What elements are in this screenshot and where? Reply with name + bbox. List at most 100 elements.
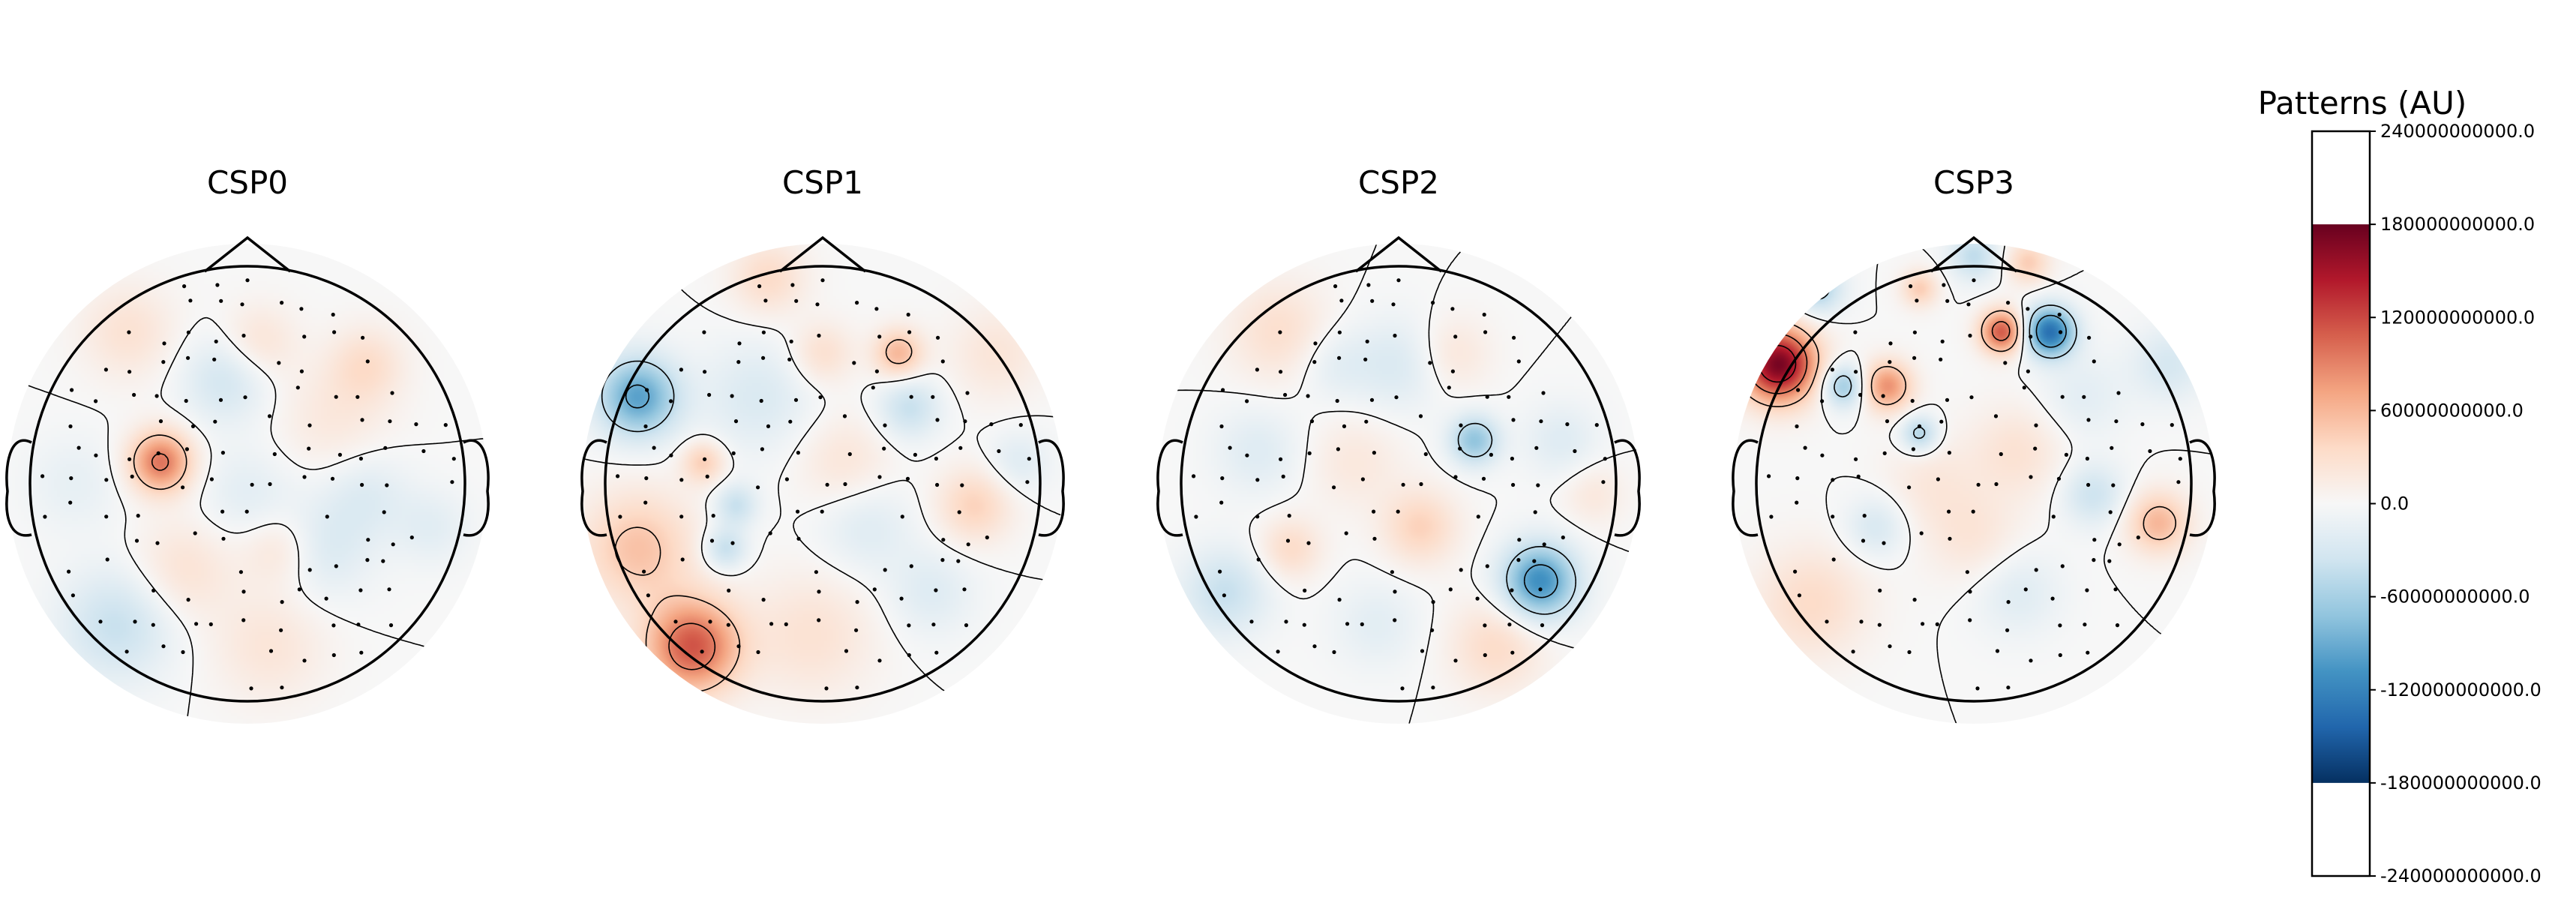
sensor-dot: [652, 446, 656, 450]
sensor-dot: [2086, 418, 2091, 422]
sensor-dot: [1917, 424, 1922, 429]
topomap-title: CSP1: [782, 164, 863, 201]
sensor-dot: [2086, 650, 2090, 655]
sensor-dot: [1561, 536, 1565, 540]
sensor-dot: [1516, 558, 1521, 562]
contour-level: [1159, 244, 1639, 724]
sensor-dots: [1767, 278, 2182, 691]
sensor-dot: [1485, 564, 1489, 568]
sensor-dot: [1394, 395, 1399, 400]
sensor-dot: [703, 370, 707, 374]
sensor-dot: [962, 587, 967, 592]
sensor-dot: [1287, 514, 1291, 518]
sensor-dot: [2003, 361, 2008, 365]
sensor-dot: [877, 658, 882, 663]
topomap-csp3: CSP3: [1732, 164, 2216, 724]
sensor-dot: [238, 570, 243, 574]
sensor-dot: [2170, 423, 2174, 428]
head-outline: [580, 236, 1065, 703]
sensor-dot: [2029, 334, 2033, 339]
sensor-dot: [1401, 482, 1405, 487]
sensor-dot: [133, 620, 137, 624]
sensor-dot: [1453, 334, 1458, 339]
sensor-dot: [1219, 500, 1224, 505]
sensor-dot: [766, 424, 771, 429]
contour-level: [1523, 564, 1558, 598]
sensor-dot: [1912, 598, 1917, 602]
sensor-dot: [877, 334, 882, 339]
sensor-dot: [162, 341, 166, 346]
sensor-dot: [1418, 414, 1423, 418]
head-outline: [1732, 236, 2216, 703]
sensor-dot: [1339, 298, 1344, 303]
sensor-dot: [855, 301, 859, 305]
sensor-dot: [1393, 618, 1397, 622]
sensor-dot: [673, 620, 678, 624]
contour-level: [2035, 314, 2067, 348]
sensor-dot: [1940, 339, 1945, 344]
nose-icon: [1930, 236, 2018, 273]
colorbar-ticks: 240000000000.0 180000000000.0 120000000000…: [2370, 121, 2542, 886]
sensor-dot: [1538, 587, 1543, 592]
sensor-dot: [387, 587, 391, 592]
sensor-dot: [182, 284, 187, 289]
sensor-dot: [390, 391, 394, 395]
sensor-dot: [337, 452, 342, 458]
sensor-dot: [790, 283, 795, 287]
sensor-dot: [1453, 658, 1458, 663]
right-ear-icon: [1038, 439, 1065, 537]
sensor-dot: [1332, 485, 1336, 490]
sensor-dot: [842, 414, 847, 418]
sensor-dot: [240, 302, 244, 307]
sensor-dot: [1541, 391, 1546, 395]
sensor-dot: [356, 622, 361, 627]
sensor-dot: [1795, 476, 1800, 481]
sensor-dot: [1939, 419, 1944, 424]
sensor-dot: [1907, 650, 1912, 655]
contour-level: [601, 360, 675, 433]
sensor-dot: [907, 652, 911, 658]
sensor-dot: [1825, 620, 1829, 624]
sensor-dot: [213, 419, 217, 424]
topomap-field: [7, 244, 487, 724]
sensor-dot: [957, 510, 961, 514]
sensor-dot: [214, 339, 218, 344]
sensor-dot: [1483, 623, 1487, 628]
sensor-dot: [643, 500, 648, 505]
sensor-dot: [1536, 483, 1540, 488]
sensor-dot: [2092, 359, 2096, 364]
colorbar-tick-label: 120000000000.0: [2380, 307, 2535, 328]
sensor-dot: [1540, 623, 1545, 628]
sensor-dot: [761, 598, 766, 602]
sensor-dot: [2114, 419, 2119, 424]
sensor-dot: [2115, 623, 2120, 628]
colorbar-tick-label: 240000000000.0: [2380, 121, 2535, 142]
sensor-dot: [1881, 394, 1885, 398]
sensor-dot: [989, 422, 994, 427]
sensor-dot: [1915, 298, 1919, 303]
sensor-dot: [736, 360, 741, 364]
sensor-dot: [1345, 622, 1350, 626]
sensor-dot: [727, 588, 731, 593]
sensor-dot: [2006, 600, 2011, 604]
sensor-dot: [1337, 598, 1342, 602]
sensor-dot: [2092, 538, 2097, 542]
sensor-dot: [1393, 333, 1397, 338]
sensor-dot: [1888, 341, 1893, 346]
sensor-dot: [1510, 588, 1514, 592]
sensor-dot: [1507, 622, 1512, 627]
sensor-dot: [186, 330, 190, 334]
sensor-dot: [1921, 622, 1925, 626]
sensor-dot: [388, 623, 394, 628]
sensor-dot: [1803, 446, 1807, 450]
sensor-dot: [644, 476, 649, 481]
sensor-dot: [209, 477, 214, 482]
sensor-dot: [2059, 330, 2063, 334]
topomap-csp2: CSP2: [1156, 164, 1641, 724]
sensor-dot: [414, 422, 418, 427]
sensor-dot: [726, 622, 730, 627]
sensor-dot: [105, 557, 109, 562]
sensor-dot: [820, 278, 825, 283]
sensor-dot: [2023, 587, 2028, 592]
sensor-dot: [1372, 451, 1376, 455]
